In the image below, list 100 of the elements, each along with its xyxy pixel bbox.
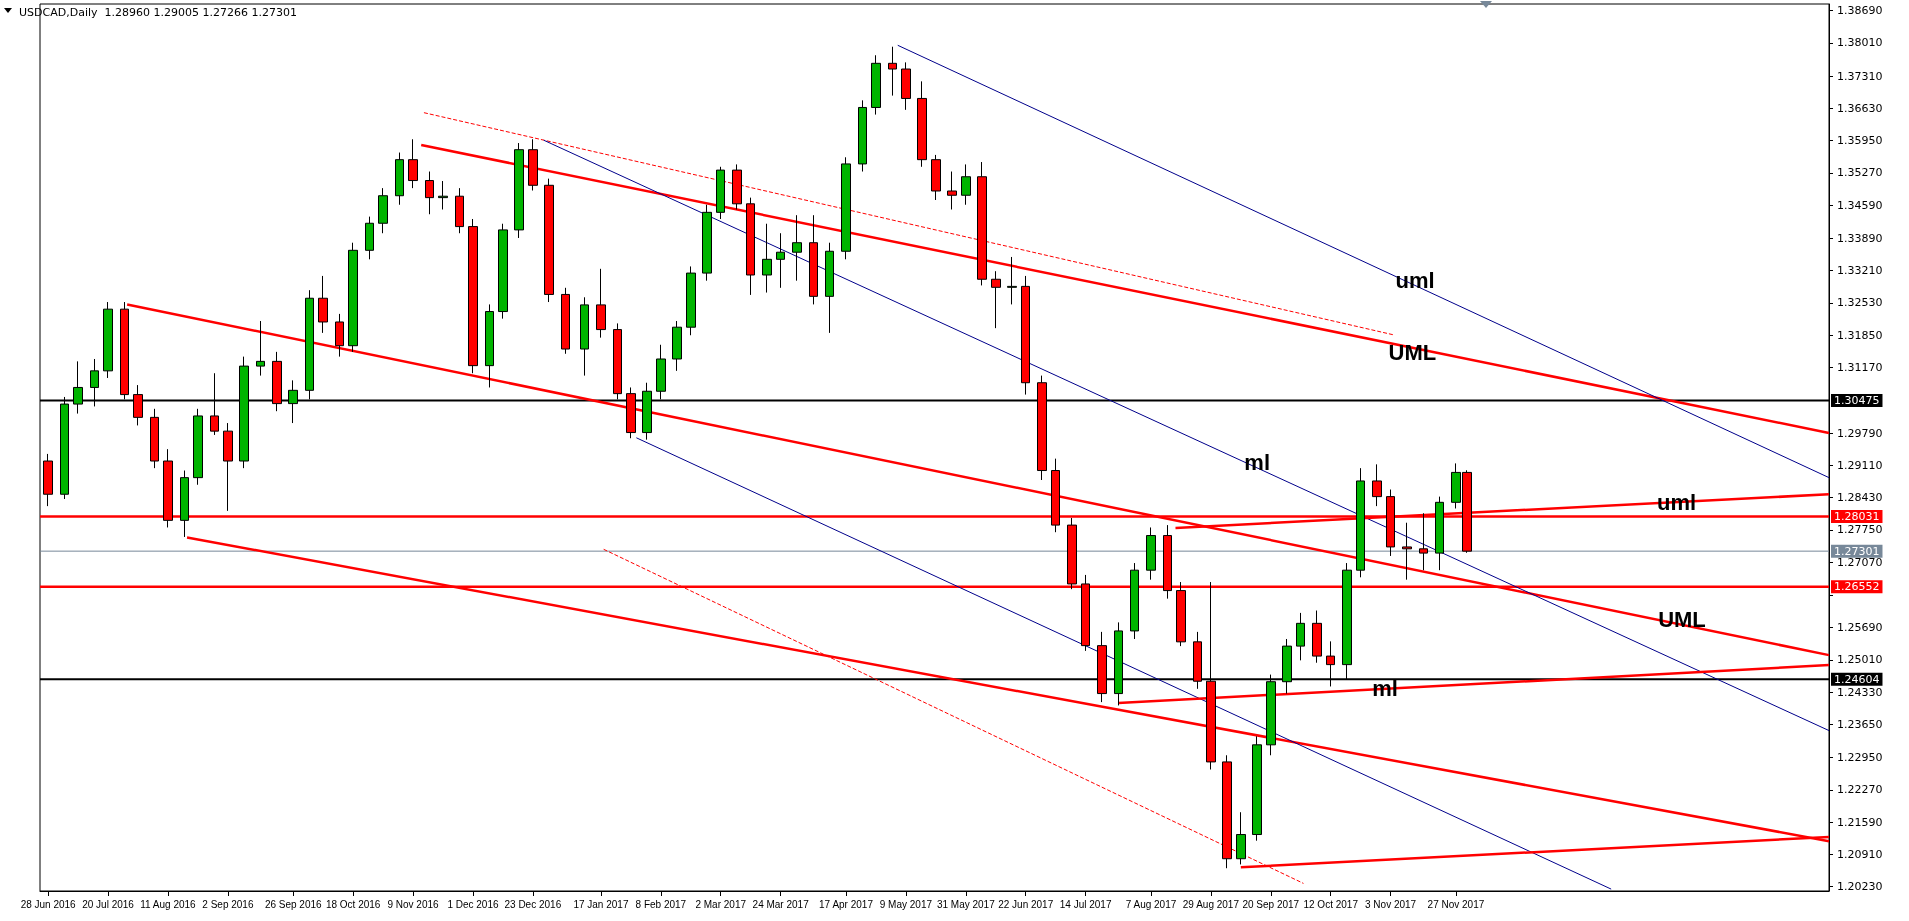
x-tick-label: 17 Jan 2017 xyxy=(573,898,629,910)
x-tick-label: 22 Jun 2017 xyxy=(998,898,1054,910)
x-tick-label: 17 Apr 2017 xyxy=(819,898,874,910)
x-tick-label: 20 Sep 2017 xyxy=(1242,898,1300,910)
candlestick xyxy=(514,142,524,239)
y-tick-label: 1.35950 xyxy=(1837,134,1883,148)
candlestick xyxy=(841,156,851,260)
candlestick xyxy=(1146,526,1156,581)
candlestick xyxy=(746,197,755,296)
candlestick xyxy=(180,470,189,538)
candlestick xyxy=(977,161,987,286)
candlestick xyxy=(1021,275,1030,396)
candlestick xyxy=(732,163,742,210)
x-tick-label: 20 Jul 2016 xyxy=(82,898,135,910)
x-tick-label: 1 Dec 2016 xyxy=(447,898,499,910)
candlestick xyxy=(150,408,159,469)
y-tick-label: 1.34590 xyxy=(1837,198,1883,212)
ref-line-label: 1.30475 xyxy=(1834,394,1880,408)
x-tick-label: 12 Oct 2017 xyxy=(1303,898,1359,910)
y-tick-label: 1.24330 xyxy=(1837,685,1883,699)
candlestick xyxy=(256,320,265,377)
candlestick xyxy=(931,154,941,201)
candlestick xyxy=(1312,610,1322,664)
x-tick-label: 26 Sep 2016 xyxy=(264,898,323,910)
y-tick-label: 1.31170 xyxy=(1837,361,1883,375)
candlestick xyxy=(1296,612,1305,661)
candlestick xyxy=(395,152,404,206)
y-tick-label: 1.22270 xyxy=(1837,783,1883,797)
y-tick-label: 1.21590 xyxy=(1837,815,1883,829)
chart-title: USDCAD,Daily 1.28960 1.29005 1.27266 1.27301 xyxy=(19,6,297,19)
candlestick xyxy=(193,408,203,486)
y-tick-label: 1.29790 xyxy=(1837,426,1883,440)
x-tick-label: 9 Nov 2016 xyxy=(387,898,440,910)
y-tick-label: 1.28430 xyxy=(1837,491,1883,505)
candlestick xyxy=(1252,735,1262,842)
x-tick-label: 3 Nov 2017 xyxy=(1365,898,1417,910)
candlestick xyxy=(580,296,589,377)
ref-line-label: 1.26552 xyxy=(1834,580,1880,594)
candlestick xyxy=(686,265,696,336)
candlestick xyxy=(365,216,374,260)
x-tick-label: 28 Jun 2016 xyxy=(20,898,77,910)
x-tick-label: 9 May 2017 xyxy=(879,898,933,910)
x-tick-label: 11 Aug 2016 xyxy=(140,898,197,910)
x-tick-label: 2 Sep 2016 xyxy=(202,898,254,910)
y-tick-label: 1.38690 xyxy=(1837,4,1883,18)
candlestick xyxy=(103,301,113,379)
candlestick xyxy=(1007,256,1017,305)
y-tick-label: 1.33890 xyxy=(1837,231,1883,245)
candlestick xyxy=(809,214,818,305)
candlestick xyxy=(223,422,233,512)
candlestick xyxy=(544,178,554,303)
candlestick xyxy=(917,80,927,168)
candlestick xyxy=(1356,467,1365,578)
y-tick-label: 1.31850 xyxy=(1837,328,1883,342)
candlestick xyxy=(776,232,785,289)
y-tick-label: 1.36630 xyxy=(1837,101,1883,115)
candlestick xyxy=(825,242,834,334)
y-tick-label: 1.25010 xyxy=(1837,653,1883,667)
y-tick-label: 1.20910 xyxy=(1837,847,1883,861)
candlestick xyxy=(498,223,508,320)
y-tick-label: 1.32530 xyxy=(1837,296,1883,310)
candlestick xyxy=(408,138,418,189)
x-tick-label: 8 Feb 2017 xyxy=(635,898,687,910)
ref-line-label: 1.27301 xyxy=(1834,544,1880,558)
candlestick xyxy=(1435,496,1444,571)
candlestick xyxy=(901,61,911,111)
candlestick xyxy=(1236,811,1246,865)
annotation: UML xyxy=(1658,606,1706,632)
candlestick xyxy=(1402,522,1412,581)
candlestick xyxy=(485,303,494,388)
candlestick xyxy=(596,268,606,339)
candlestick xyxy=(561,287,570,355)
candlestick xyxy=(888,46,897,97)
y-tick-label: 1.22950 xyxy=(1837,751,1883,765)
candlestick xyxy=(378,187,388,234)
y-tick-label: 1.29110 xyxy=(1837,458,1883,472)
x-tick-label: 14 Jul 2017 xyxy=(1059,898,1112,910)
candlestick xyxy=(871,54,881,116)
candlestick xyxy=(348,242,358,353)
candlestick xyxy=(961,163,971,206)
candlestick xyxy=(702,204,712,282)
candlestick xyxy=(335,313,344,358)
candlestick xyxy=(762,223,772,294)
candlestick xyxy=(1222,754,1232,869)
x-tick-label: 7 Aug 2017 xyxy=(1125,898,1177,910)
ref-line-label: 1.24604 xyxy=(1834,672,1880,686)
x-tick-label: 29 Aug 2017 xyxy=(1182,898,1240,910)
candlestick xyxy=(672,320,682,372)
candlestick xyxy=(1130,562,1139,640)
annotation: ml xyxy=(1244,450,1271,476)
y-tick-label: 1.27070 xyxy=(1837,555,1883,569)
x-tick-label: 18 Oct 2016 xyxy=(325,898,381,910)
candlestick xyxy=(455,187,464,234)
candlestick xyxy=(425,171,434,215)
y-tick-label: 1.37310 xyxy=(1837,69,1883,83)
candlestick xyxy=(947,171,957,210)
x-tick-label: 24 Mar 2017 xyxy=(752,898,810,910)
y-tick-label: 1.23650 xyxy=(1837,717,1883,731)
x-tick-label: 23 Dec 2016 xyxy=(504,898,562,910)
y-tick-label: 1.33210 xyxy=(1837,264,1883,278)
